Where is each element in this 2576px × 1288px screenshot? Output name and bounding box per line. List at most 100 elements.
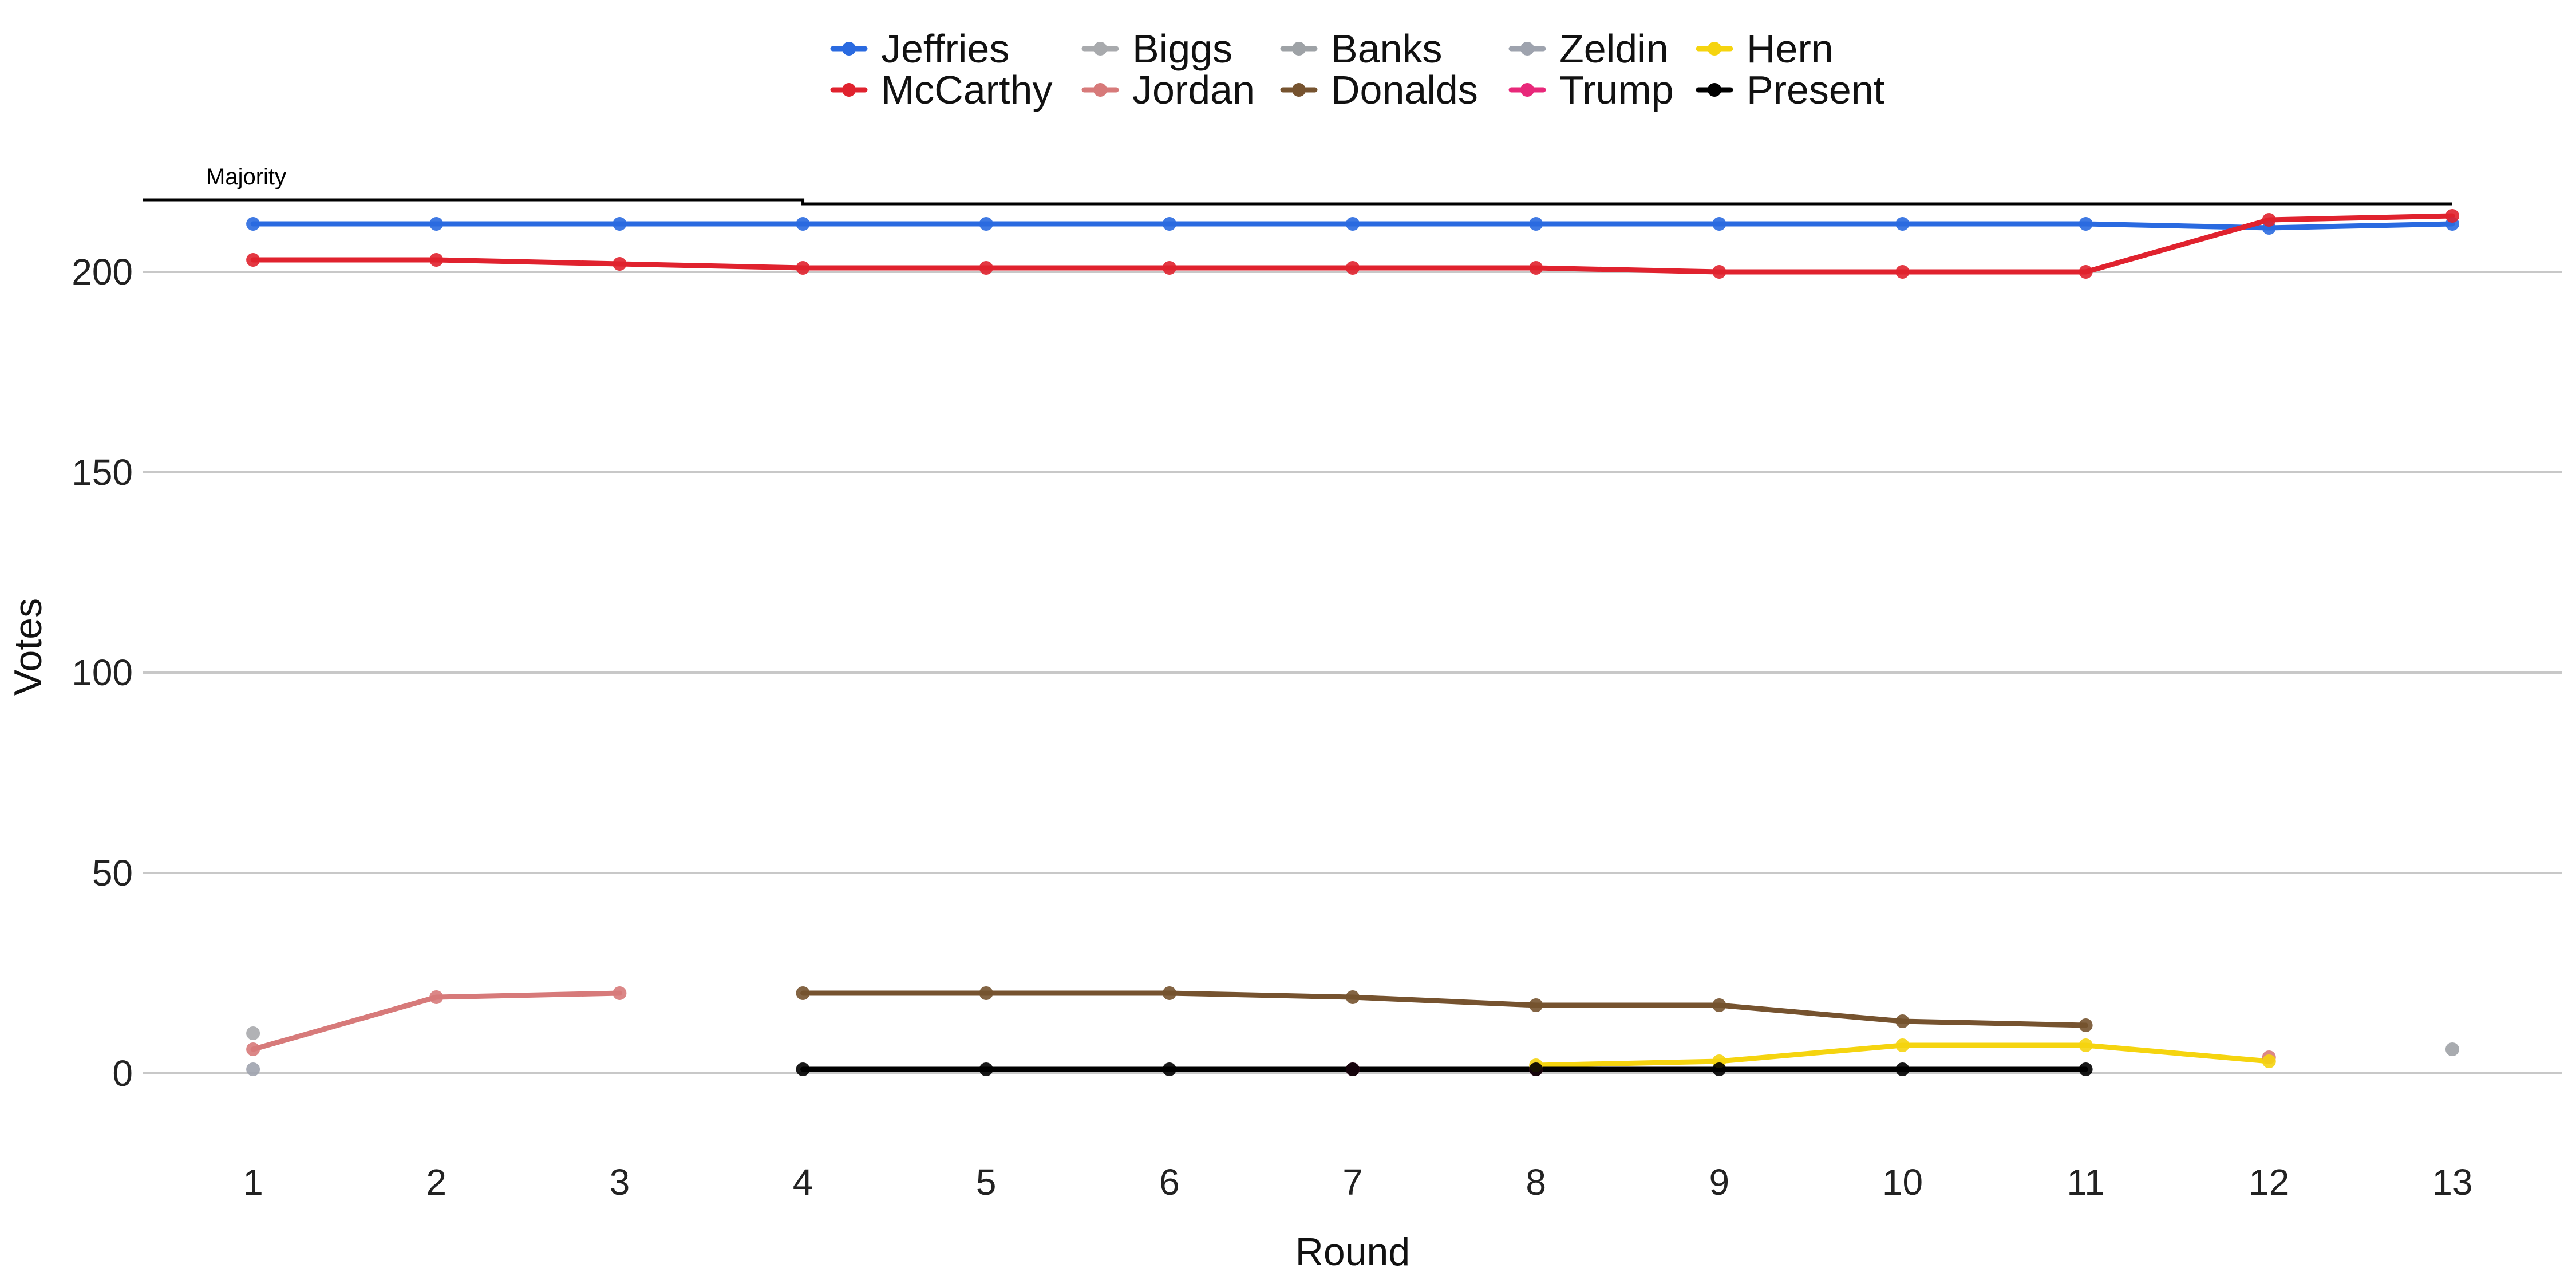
data-point-donalds — [796, 986, 810, 1000]
legend-label-zeldin: Zeldin — [1559, 26, 1669, 71]
x-tick-label: 10 — [1882, 1161, 1923, 1203]
gridlines — [143, 271, 2562, 1074]
legend-item-zeldin: Zeldin — [1508, 26, 1669, 71]
legend-item-banks: Banks — [1280, 26, 1443, 71]
data-point-donalds — [1529, 998, 1543, 1012]
legend-marker-mccarthy — [842, 83, 856, 97]
x-tick-label: 7 — [1342, 1161, 1363, 1203]
x-tick-label: 9 — [1709, 1161, 1730, 1203]
data-point-jeffries — [1162, 217, 1176, 231]
x-tick-label: 4 — [793, 1161, 813, 1203]
legend-item-present: Present — [1696, 68, 1884, 112]
data-point-mccarthy — [1529, 261, 1543, 275]
x-tick-label: 8 — [1526, 1161, 1546, 1203]
data-point-biggs — [246, 1026, 260, 1040]
data-point-donalds — [979, 986, 993, 1000]
legend-item-jordan: Jordan — [1081, 68, 1255, 112]
majority-line: Majority — [143, 164, 2452, 206]
legend-marker-zeldin — [1520, 42, 1534, 56]
y-tick-label: 200 — [72, 251, 133, 293]
x-tick-label: 3 — [610, 1161, 630, 1203]
data-point-jeffries — [1346, 217, 1360, 231]
legend-label-present: Present — [1747, 68, 1884, 112]
legend-marker-jeffries — [842, 42, 856, 56]
legend-item-jeffries: Jeffries — [830, 26, 1009, 71]
y-tick-label: 100 — [72, 652, 133, 693]
data-point-donalds — [1895, 1014, 1910, 1028]
data-point-present — [796, 1062, 810, 1076]
data-point-jeffries — [2079, 217, 2093, 231]
data-point-present — [1346, 1062, 1360, 1076]
data-point-jordan — [613, 986, 627, 1000]
data-point-present — [1162, 1062, 1176, 1076]
data-point-jeffries — [979, 217, 993, 231]
y-tick-label: 50 — [92, 852, 133, 894]
data-point-present — [979, 1062, 993, 1076]
legend-label-biggs: Biggs — [1132, 26, 1232, 71]
data-point-jeffries — [429, 217, 444, 231]
data-point-hern — [1895, 1038, 1910, 1052]
legend-marker-present — [1708, 83, 1721, 97]
data-point-mccarthy — [1162, 261, 1176, 275]
data-point-donalds — [2079, 1018, 2093, 1032]
x-tick-label: 6 — [1159, 1161, 1180, 1203]
x-tick-label: 13 — [2432, 1161, 2472, 1203]
data-point-mccarthy — [613, 257, 627, 271]
y-tick-label: 0 — [112, 1053, 133, 1094]
data-point-jeffries — [246, 217, 260, 231]
data-point-donalds — [1712, 998, 1726, 1012]
series-lines — [250, 213, 2455, 1072]
data-point-jeffries — [1529, 217, 1543, 231]
data-point-present — [2079, 1062, 2093, 1076]
data-point-donalds — [1346, 990, 1360, 1004]
x-tick-label: 5 — [976, 1161, 997, 1203]
y-axis-ticks: 0 50 100 150 200 — [72, 251, 133, 1094]
legend-label-jordan: Jordan — [1132, 68, 1255, 112]
data-point-mccarthy — [979, 261, 993, 275]
x-axis-title: Round — [1295, 1230, 1410, 1274]
legend-label-donalds: Donalds — [1331, 68, 1478, 112]
data-point-mccarthy — [1712, 265, 1726, 279]
x-tick-label: 1 — [243, 1161, 263, 1203]
legend-label-mccarthy: McCarthy — [881, 68, 1052, 112]
x-tick-label: 12 — [2249, 1161, 2289, 1203]
data-point-hern — [2079, 1038, 2093, 1052]
data-point-mccarthy — [429, 253, 444, 267]
data-point-donalds — [1162, 986, 1176, 1000]
legend-marker-jordan — [1093, 83, 1107, 97]
data-point-present — [1895, 1062, 1910, 1076]
legend-item-hern: Hern — [1696, 26, 1834, 71]
data-point-mccarthy — [796, 261, 810, 275]
data-point-jordan — [246, 1042, 260, 1056]
legend-label-jeffries: Jeffries — [881, 26, 1009, 71]
legend-label-banks: Banks — [1331, 26, 1443, 71]
x-tick-label: 11 — [2067, 1161, 2104, 1203]
data-point-zeldin — [246, 1062, 260, 1076]
legend-item-mccarthy: McCarthy — [830, 68, 1052, 112]
data-point-jeffries — [1895, 217, 1910, 231]
legend-item-trump: Trump — [1508, 68, 1674, 112]
legend-marker-hern — [1708, 42, 1721, 56]
majority-label: Majority — [206, 164, 286, 189]
legend-label-hern: Hern — [1747, 26, 1834, 71]
majority-threshold-line — [143, 198, 2452, 206]
legend-marker-biggs — [1093, 42, 1107, 56]
data-point-banks — [2445, 1042, 2459, 1056]
data-point-present — [1712, 1062, 1726, 1076]
x-tick-label: 2 — [426, 1161, 447, 1203]
data-point-jeffries — [796, 217, 810, 231]
x-axis-ticks: 1 2 3 4 5 6 7 8 9 10 11 12 13 — [243, 1161, 2472, 1203]
data-point-jordan — [429, 990, 444, 1004]
y-tick-label: 150 — [72, 452, 133, 493]
series-points — [246, 209, 2459, 1076]
data-point-mccarthy — [2079, 265, 2093, 279]
data-point-jeffries — [613, 217, 627, 231]
data-point-mccarthy — [246, 253, 260, 267]
series-line-donalds — [800, 990, 2089, 1028]
data-point-mccarthy — [1346, 261, 1360, 275]
data-point-hern — [2262, 1054, 2276, 1068]
legend-marker-banks — [1292, 42, 1306, 56]
y-axis-title: Votes — [6, 598, 50, 696]
